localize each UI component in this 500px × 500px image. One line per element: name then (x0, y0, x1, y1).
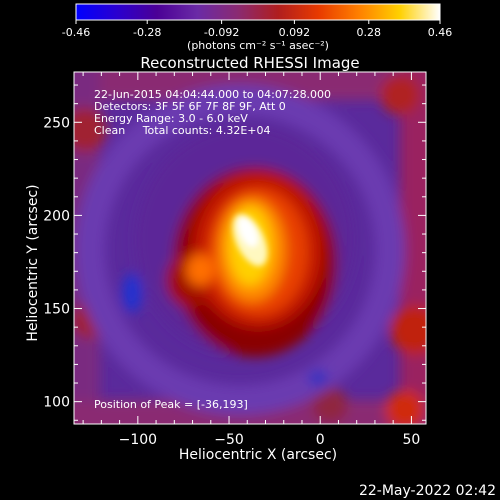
x-axis-ticks: −100 −50 0 50 (82, 72, 420, 448)
y-tick-label: 250 (43, 115, 70, 131)
y-tick-label: 100 (43, 395, 70, 411)
info-detectors: Detectors: 3F 5F 6F 7F 8F 9F, Att 0 (94, 100, 286, 113)
info-clean-counts: Clean Total counts: 4.32E+04 (94, 124, 271, 137)
colorbar-unit-label: (photons cm⁻² s⁻¹ asec⁻²) (187, 39, 329, 52)
info-energy-range: Energy Range: 3.0 - 6.0 keV (94, 112, 248, 125)
y-axis-ticks: 100 150 200 250 (43, 84, 426, 421)
y-tick-label: 150 (43, 302, 70, 318)
image-area (74, 72, 426, 424)
x-axis-label: Heliocentric X (arcsec) (179, 447, 337, 463)
colorbar-tick-label: 0.28 (357, 26, 382, 39)
info-time-range: 22-Jun-2015 04:04:44.000 to 04:07:28.000 (94, 88, 331, 101)
x-tick-label: 50 (402, 432, 420, 448)
colorbar-tick-label: -0.28 (133, 26, 161, 39)
y-tick-label: 200 (43, 208, 70, 224)
x-tick-label: −100 (119, 432, 157, 448)
x-tick-label: 0 (316, 432, 325, 448)
colorbar-frame (75, 3, 441, 21)
axes-frame (73, 71, 427, 425)
y-axis-label: Heliocentric Y (arcsec) (25, 184, 41, 341)
colorbar-tick-label: -0.46 (62, 26, 90, 39)
chart-title: Reconstructed RHESSI Image (140, 54, 359, 72)
peak-position-label: Position of Peak = [-36,193] (94, 398, 248, 411)
x-tick-label: −50 (214, 432, 244, 448)
image-core (232, 213, 268, 267)
footer-date: 22-May-2022 02:42 (359, 483, 496, 499)
colorbar-bar (76, 4, 440, 20)
colorbar-tick-label: 0.092 (279, 26, 311, 39)
colorbar-tick-label: -0.092 (204, 26, 239, 39)
colorbar: -0.46 -0.28 -0.092 0.092 0.28 0.46 (photons c… (62, 3, 452, 52)
colorbar-tick-label: 0.46 (428, 26, 453, 39)
info-block: 22-Jun-2015 04:04:44.000 to 04:07:28.000… (94, 88, 331, 137)
colorbar-ticks: -0.46 -0.28 -0.092 0.092 0.28 0.46 (62, 20, 452, 39)
